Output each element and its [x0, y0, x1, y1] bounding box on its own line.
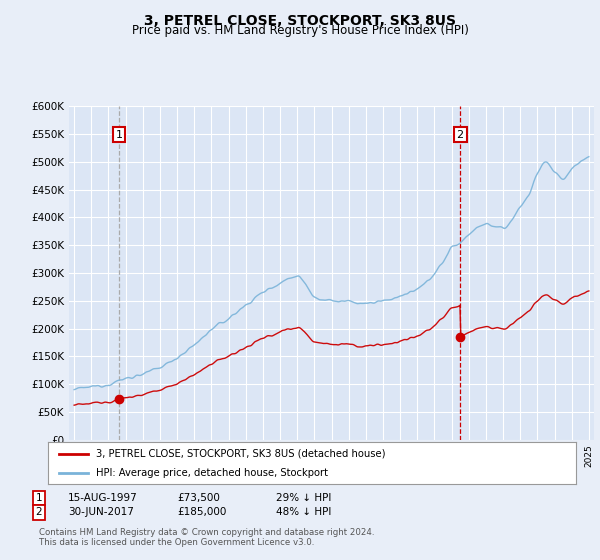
Text: 1: 1 — [116, 130, 122, 140]
Text: 3, PETREL CLOSE, STOCKPORT, SK3 8US: 3, PETREL CLOSE, STOCKPORT, SK3 8US — [144, 14, 456, 28]
Text: £73,500: £73,500 — [177, 493, 220, 503]
Text: 30-JUN-2017: 30-JUN-2017 — [68, 507, 134, 517]
Text: Price paid vs. HM Land Registry's House Price Index (HPI): Price paid vs. HM Land Registry's House … — [131, 24, 469, 37]
Text: 48% ↓ HPI: 48% ↓ HPI — [276, 507, 331, 517]
Text: 15-AUG-1997: 15-AUG-1997 — [68, 493, 137, 503]
Text: 1: 1 — [35, 493, 43, 503]
Text: 2: 2 — [35, 507, 43, 517]
Text: 29% ↓ HPI: 29% ↓ HPI — [276, 493, 331, 503]
Text: 3, PETREL CLOSE, STOCKPORT, SK3 8US (detached house): 3, PETREL CLOSE, STOCKPORT, SK3 8US (det… — [95, 449, 385, 459]
Text: Contains HM Land Registry data © Crown copyright and database right 2024.
This d: Contains HM Land Registry data © Crown c… — [39, 528, 374, 548]
Text: £185,000: £185,000 — [177, 507, 226, 517]
Text: 2: 2 — [457, 130, 464, 140]
Text: HPI: Average price, detached house, Stockport: HPI: Average price, detached house, Stoc… — [95, 468, 328, 478]
